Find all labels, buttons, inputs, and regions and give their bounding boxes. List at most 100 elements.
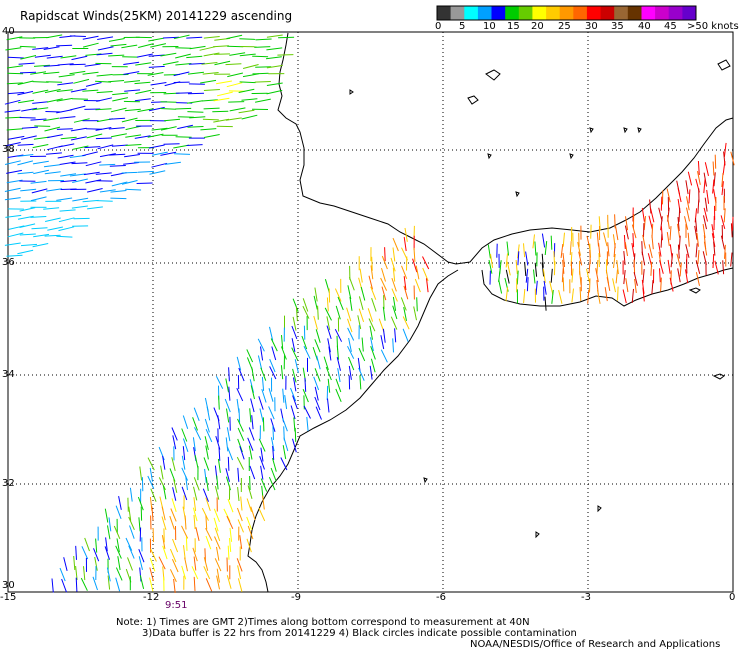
wind-barb [205, 535, 212, 550]
wind-barb [648, 215, 653, 230]
wind-barb [44, 88, 61, 94]
wind-barb [95, 538, 98, 553]
island-8 [535, 531, 540, 539]
wind-barb [200, 79, 217, 84]
wind-barb [358, 347, 366, 362]
wind-barb [60, 55, 77, 59]
wind-barb [261, 388, 267, 403]
wind-barb [20, 188, 37, 192]
wind-barb [17, 171, 34, 175]
wind-barb [426, 278, 429, 293]
wind-barb [201, 62, 218, 65]
wind-barb [246, 349, 254, 363]
wind-barb [282, 445, 287, 460]
wind-barb [60, 173, 77, 177]
wind-barb [225, 63, 242, 66]
wind-barb [30, 180, 47, 184]
wind-barb [31, 188, 48, 194]
wind-barb [175, 92, 192, 94]
wind-barb [282, 388, 285, 403]
wind-barb [524, 261, 527, 276]
wind-barb [60, 179, 77, 183]
wind-barb [6, 169, 22, 174]
wind-barb [137, 53, 153, 58]
wind-barb [281, 335, 284, 350]
wind-barb [218, 446, 221, 461]
wind-barb [257, 338, 265, 352]
wind-barb [697, 199, 700, 214]
legend-colorbar [436, 5, 697, 21]
wind-barb [203, 457, 210, 471]
wind-barb [532, 234, 535, 249]
wind-barb [642, 287, 645, 302]
wind-barb [17, 154, 34, 157]
wind-barb [186, 36, 203, 39]
wind-barb [73, 118, 90, 123]
wind-barb [56, 128, 73, 130]
time-label: 9:51 [165, 600, 188, 611]
wind-barb [99, 163, 116, 166]
legend-tick: 45 [664, 21, 677, 32]
wind-barb [677, 244, 680, 259]
wind-barb [30, 216, 47, 218]
wind-barb [643, 216, 646, 231]
lon-label: -15 [0, 592, 17, 603]
wind-barb [302, 305, 310, 319]
wind-barb [237, 427, 245, 441]
wind-barb [678, 235, 681, 250]
wind-barb [313, 295, 318, 310]
wind-barb [292, 368, 297, 383]
wind-barb [162, 545, 168, 560]
wind-barb [204, 436, 209, 451]
wind-barb [703, 179, 706, 194]
wind-barb [292, 298, 299, 312]
wind-barb [204, 418, 210, 433]
wind-barb [291, 338, 296, 353]
wind-barb [624, 242, 628, 256]
wind-barb [60, 136, 77, 140]
wind-barb [17, 143, 34, 146]
wind-barb [242, 64, 259, 69]
wind-barb [711, 224, 715, 239]
wind-barb [162, 36, 180, 39]
wind-barb [525, 268, 529, 283]
wind-barb [260, 447, 264, 462]
wind-barb [225, 378, 229, 393]
wind-barb [237, 467, 240, 482]
wind-barb [290, 387, 297, 402]
wind-barb [33, 169, 50, 175]
wind-barb [56, 44, 73, 47]
wind-barb [75, 565, 78, 580]
wind-barb [192, 547, 198, 562]
wind-barb [250, 385, 255, 400]
wind-barb [241, 98, 258, 101]
wind-barb [34, 125, 51, 127]
wind-barb [660, 216, 663, 231]
wind-barb [401, 265, 408, 279]
wind-barb [623, 234, 626, 250]
wind-barb [670, 253, 674, 268]
wind-barb [314, 386, 319, 401]
legend-tick: 5 [459, 21, 466, 32]
wind-barb [280, 365, 284, 380]
wind-barb [598, 216, 601, 231]
wind-barb [203, 107, 220, 110]
wind-barb [239, 446, 245, 460]
wind-barb [695, 243, 698, 258]
wind-barb [248, 427, 255, 441]
wind-barb [186, 55, 203, 59]
wind-barb [713, 172, 716, 187]
wind-barb [43, 64, 60, 67]
wind-barb [205, 445, 209, 460]
wind-barb [99, 189, 116, 193]
wind-barb [391, 277, 397, 292]
wind-barb [686, 207, 690, 222]
wind-barb [370, 265, 374, 280]
wind-barb [214, 558, 222, 572]
wind-barb [714, 260, 719, 275]
wind-barb [335, 305, 341, 320]
wind-barb [697, 250, 700, 265]
wind-barb [96, 200, 113, 202]
wind-barb [535, 280, 538, 295]
wind-barb [246, 498, 252, 512]
